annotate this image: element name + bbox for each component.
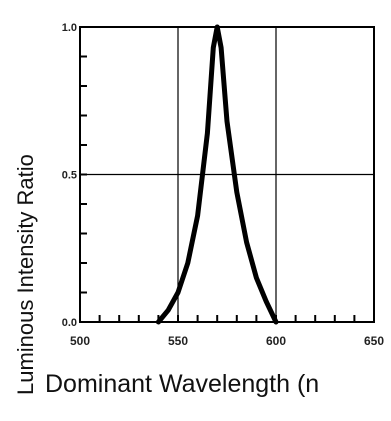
y-axis-label: Luminous Intensity Ratio <box>13 154 38 395</box>
y-tick-labels: 0.0 0.5 1.0 <box>62 22 77 329</box>
y-tick-label: 0.5 <box>62 170 77 182</box>
x-tick-label: 650 <box>364 334 384 348</box>
x-tick-labels: 500 550 600 650 <box>70 334 384 348</box>
x-tick-label: 500 <box>70 334 90 348</box>
chart-grid <box>80 27 374 322</box>
minor-ticks <box>80 55 356 322</box>
x-tick-label: 550 <box>168 334 188 348</box>
y-tick-label: 1.0 <box>62 22 77 34</box>
x-tick-label: 600 <box>266 334 286 348</box>
series-line <box>155 24 279 325</box>
y-tick-label: 0.0 <box>62 317 77 329</box>
x-axis-label: Dominant Wavelength (n <box>45 370 319 398</box>
